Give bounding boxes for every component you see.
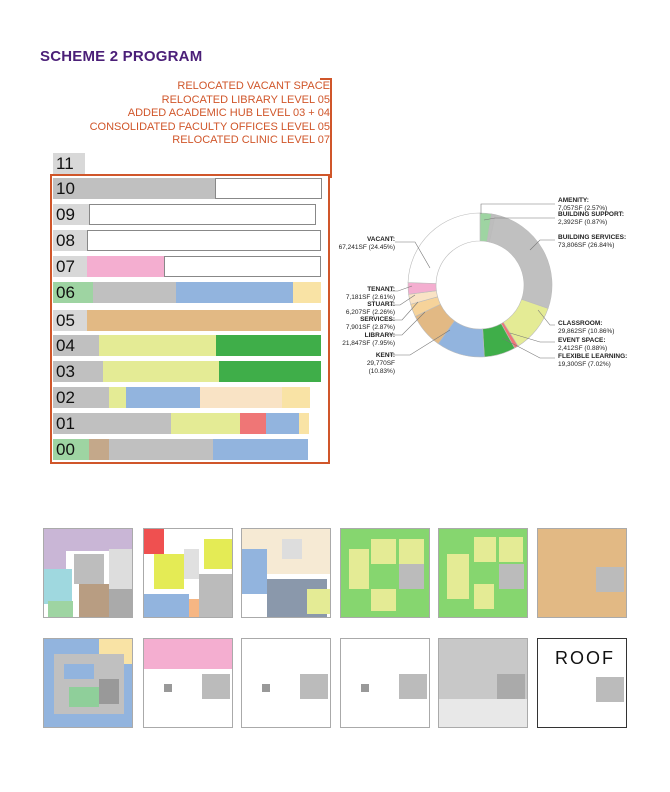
label-library: LIBRARY: 21,847SF (7.95%) — [342, 332, 395, 347]
label-vacant: VACANT: 67,241SF (24.45%) — [338, 236, 395, 251]
floor-plan-04 — [438, 528, 528, 618]
label-classroom: CLASSROOM: 29,862SF (10.86%) — [558, 320, 615, 335]
floor-plan-00 — [43, 528, 133, 618]
floor-11-block — [53, 153, 85, 174]
floor-01-kent — [266, 413, 299, 434]
label-flexible-learning: FLEXIBLE LEARNING: 19,300SF (7.02%) — [558, 353, 628, 368]
floor-03: 03 — [53, 361, 323, 382]
note-2: RELOCATED LIBRARY LEVEL 05 — [161, 93, 330, 106]
floor-04-flexible — [216, 335, 321, 356]
floor-09-label: 09 — [56, 205, 75, 224]
floor-01-services — [299, 413, 309, 434]
floor-08-open — [87, 230, 321, 251]
floor-02-label: 02 — [56, 388, 75, 407]
floor-04: 04 — [53, 335, 323, 356]
floor-04-vacant — [53, 335, 99, 356]
label-event-space: EVENT SPACE: 2,412SF (0.88%) — [558, 337, 608, 352]
note-5: RELOCATED CLINIC LEVEL 07 — [172, 134, 330, 146]
label-building-services: BUILDING SERVICES: 73,806SF (26.84%) — [558, 234, 627, 249]
floor-00-amenity — [53, 439, 89, 460]
floor-plan-05 — [537, 528, 627, 618]
floor-plan-10 — [438, 638, 528, 728]
floor-02-vacant — [53, 387, 109, 408]
floor-11-label: 11 — [56, 154, 74, 173]
floor-08-core — [53, 230, 87, 251]
floor-10-open — [215, 178, 322, 199]
floor-00: 00 — [53, 439, 323, 460]
floor-plan-06 — [43, 638, 133, 728]
floor-07-open — [164, 256, 321, 277]
floor-06-stuart — [293, 282, 321, 303]
floor-plan-01 — [143, 528, 233, 618]
chart-leader-lines — [388, 203, 555, 359]
floor-09-core — [53, 204, 89, 225]
donut-slice-vacant — [407, 212, 481, 284]
floor-08-label: 08 — [56, 231, 75, 250]
floor-05-label: 05 — [56, 311, 75, 330]
floor-09-open — [89, 204, 316, 225]
floor-06-library — [176, 282, 293, 303]
floor-07-label: 07 — [56, 257, 75, 276]
floor-00-support — [89, 439, 109, 460]
floor-06: 06 — [53, 282, 323, 303]
floor-plan-09 — [340, 638, 430, 728]
floor-00-label: 00 — [56, 440, 75, 459]
roof-label: ROOF — [555, 648, 615, 668]
floor-01: 01 — [53, 413, 323, 434]
floor-07-core — [53, 256, 87, 277]
change-notes: RELOCATED VACANT SPACE RELOCATED LIBRARY… — [90, 80, 330, 148]
note-3: ADDED ACADEMIC HUB LEVEL 03 + 04 — [127, 107, 330, 119]
floor-02: 02 — [53, 387, 323, 408]
floor-10-vacant — [53, 178, 215, 199]
label-building-support: BUILDING SUPPORT: 2,392SF (0.87%) — [558, 211, 625, 226]
label-tenant: TENANT: 7,181SF (2.61%) — [345, 286, 395, 301]
floor-plan-roof — [537, 638, 627, 728]
floor-08: 08 — [53, 230, 323, 251]
floor-plan-07 — [143, 638, 233, 728]
floor-06-label: 06 — [56, 283, 75, 302]
floor-04-classroom — [99, 335, 216, 356]
floor-plan-08 — [241, 638, 331, 728]
program-donut-chart — [407, 212, 553, 358]
floor-06-vacant — [93, 282, 176, 303]
floor-05-library — [87, 310, 321, 331]
floor-03-label: 03 — [56, 362, 75, 381]
floor-02-stuart — [200, 387, 282, 408]
floor-03-vacant — [53, 361, 103, 382]
floor-04-label: 04 — [56, 336, 75, 355]
floor-00-kent — [213, 439, 308, 460]
highlight-frame — [50, 174, 330, 464]
floor-06-amenity — [53, 282, 93, 303]
floor-05: 05 — [53, 310, 323, 331]
floor-03-flexible — [219, 361, 321, 382]
floor-01-classroom — [171, 413, 240, 434]
floor-01-label: 01 — [56, 414, 75, 433]
floor-plan-03 — [340, 528, 430, 618]
label-stuart: STUART: 6,207SF (2.26%) — [345, 301, 395, 316]
floor-03-classroom — [103, 361, 219, 382]
floor-01-event — [240, 413, 266, 434]
floor-plan-02 — [241, 528, 331, 618]
floor-02-services — [282, 387, 310, 408]
note-1: RELOCATED VACANT SPACE — [177, 80, 330, 92]
note-connector — [330, 78, 332, 178]
floor-05-core — [53, 310, 87, 331]
floor-01-vacant — [53, 413, 171, 434]
label-amenity: AMENITY: 7,057SF (2.57%) — [558, 197, 608, 212]
floor-10-label: 10 — [56, 179, 75, 198]
floor-07-tenant — [87, 256, 164, 277]
floor-02-classroom — [109, 387, 126, 408]
note-4: CONSOLIDATED FACULTY OFFICES LEVEL 05 — [89, 120, 330, 133]
floor-07: 07 — [53, 256, 323, 277]
page-title: SCHEME 2 PROGRAM — [40, 48, 203, 65]
floor-02-kent — [126, 387, 200, 408]
floor-10: 10 — [53, 178, 323, 199]
label-kent: KENT: 29,770SF (10.83%) — [366, 352, 395, 375]
label-services: SERVICES: 7,901SF (2.87%) — [345, 316, 395, 331]
floor-11: 11 — [53, 153, 85, 174]
note-connector-tick — [320, 78, 332, 80]
floor-00-vacant — [109, 439, 213, 460]
floor-09: 09 — [53, 204, 323, 225]
